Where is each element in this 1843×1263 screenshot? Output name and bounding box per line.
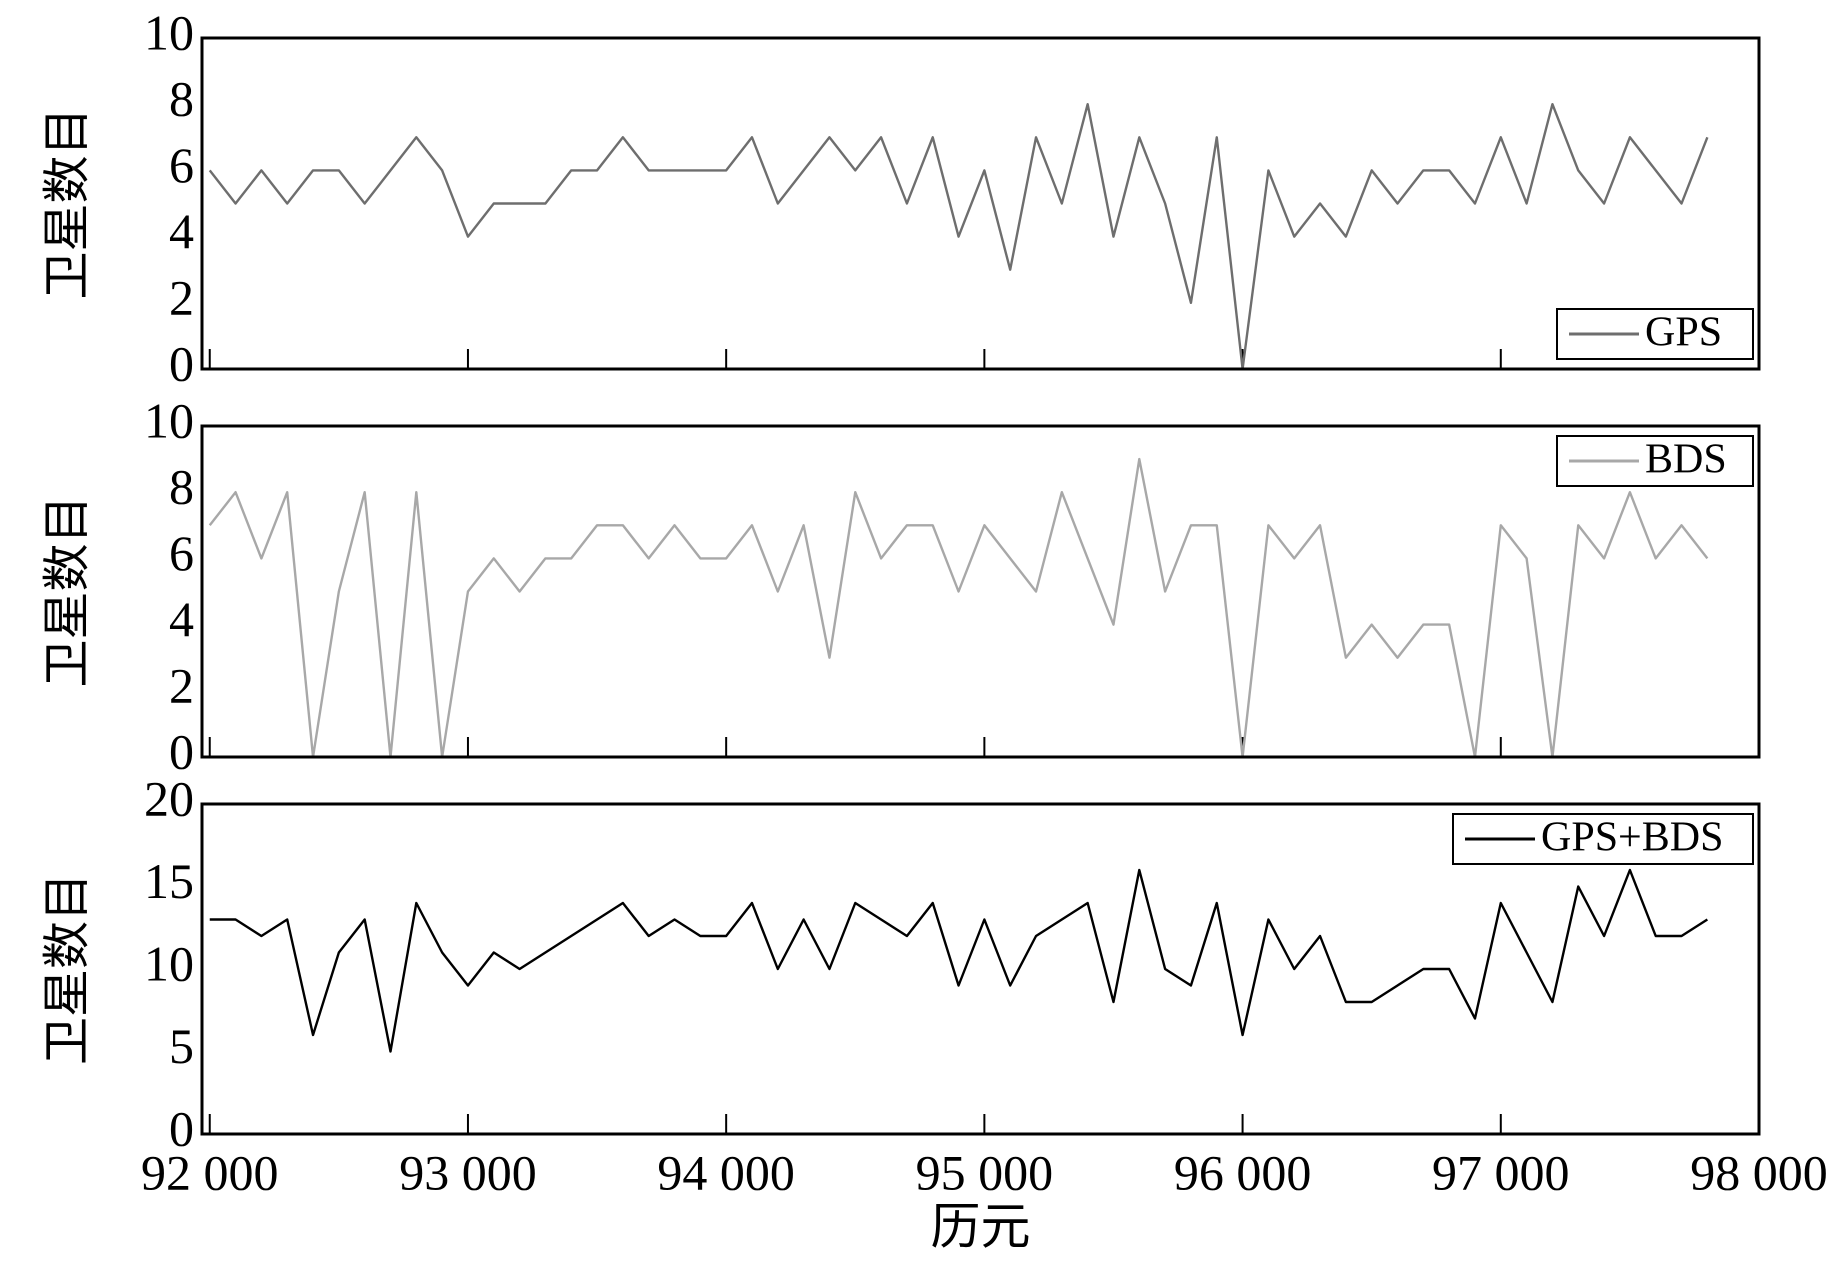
x-tick-label: 92 000 bbox=[141, 1144, 279, 1200]
x-tick-label: 94 000 bbox=[657, 1144, 795, 1200]
series-line bbox=[208, 102, 1709, 371]
y-tick-label: 10 bbox=[144, 935, 194, 991]
y-tick-label: 6 bbox=[169, 137, 194, 193]
x-axis-title: 历元 bbox=[931, 1198, 1031, 1254]
y-tick-label: 15 bbox=[144, 853, 194, 909]
y-tick-label: 20 bbox=[144, 770, 194, 826]
x-tick-label: 97 000 bbox=[1432, 1144, 1570, 1200]
legend-label: GPS bbox=[1645, 310, 1722, 356]
plot-frame bbox=[200, 424, 1761, 759]
x-tick-label: 98 000 bbox=[1690, 1144, 1828, 1200]
x-tick-label: 95 000 bbox=[916, 1144, 1054, 1200]
y-axis-title: 卫星数目 bbox=[39, 107, 95, 299]
y-tick-label: 0 bbox=[169, 1100, 194, 1156]
y-tick-label: 6 bbox=[169, 525, 194, 581]
legend-label: BDS bbox=[1645, 437, 1727, 483]
y-tick-label: 8 bbox=[169, 71, 194, 127]
series-line bbox=[209, 868, 1709, 1053]
y-tick-label: 0 bbox=[169, 335, 194, 391]
y-tick-label: 2 bbox=[169, 657, 194, 713]
y-tick-label: 0 bbox=[169, 723, 194, 779]
plot-frame bbox=[200, 36, 1761, 371]
y-axis-title: 卫星数目 bbox=[39, 873, 95, 1065]
y-tick-label: 4 bbox=[169, 591, 194, 647]
legend-label: GPS+BDS bbox=[1541, 815, 1723, 861]
y-tick-label: 4 bbox=[169, 203, 194, 259]
y-tick-label: 8 bbox=[169, 459, 194, 515]
legend-box bbox=[1556, 308, 1754, 360]
x-tick-label: 93 000 bbox=[399, 1144, 537, 1200]
y-tick-label: 5 bbox=[169, 1018, 194, 1074]
x-tick-label: 96 000 bbox=[1174, 1144, 1312, 1200]
plot-frame bbox=[200, 802, 1761, 1136]
series-line bbox=[208, 457, 1709, 759]
y-tick-label: 2 bbox=[169, 269, 194, 325]
y-axis-title: 卫星数目 bbox=[39, 495, 95, 687]
y-tick-label: 10 bbox=[144, 4, 194, 60]
y-tick-label: 10 bbox=[144, 392, 194, 448]
